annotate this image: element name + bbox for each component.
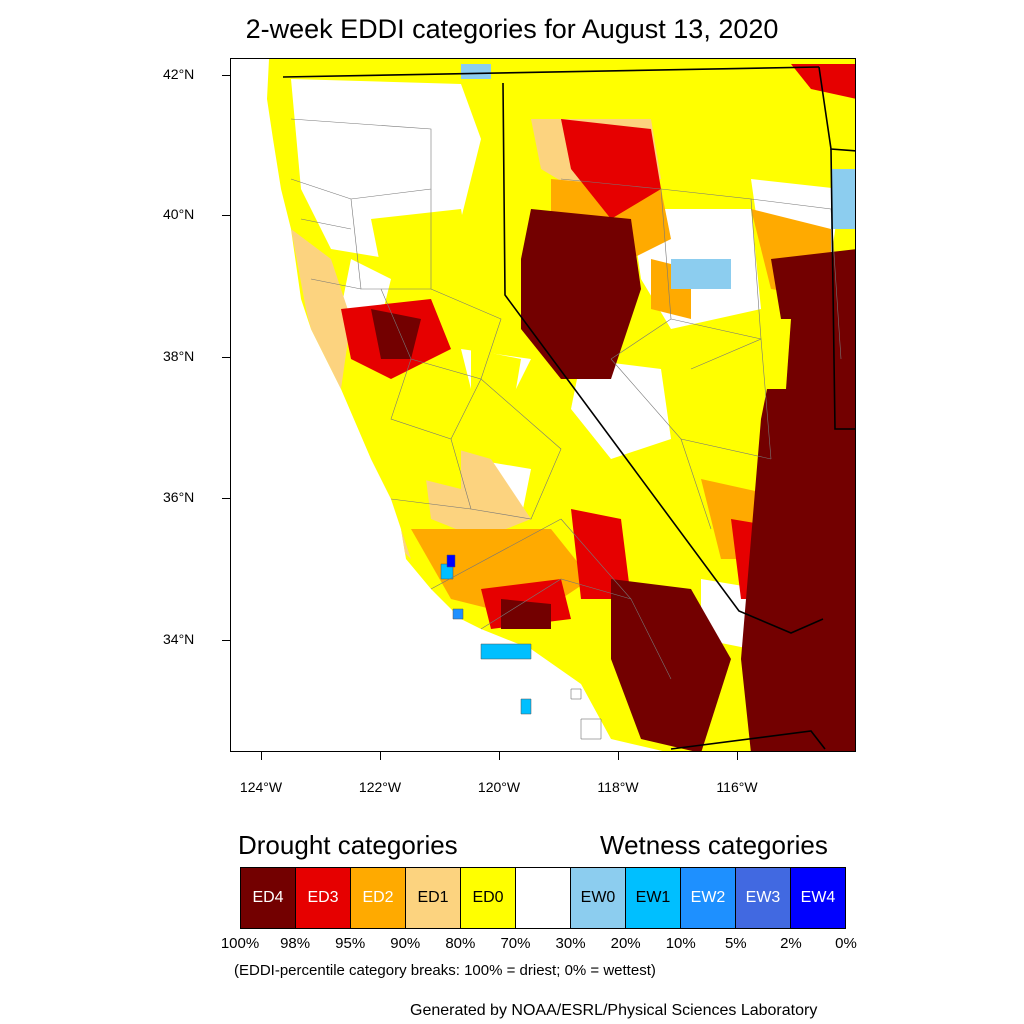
percentile-label: 2%: [780, 935, 802, 952]
island-none: [570, 688, 582, 700]
island-ew4: [446, 554, 456, 568]
region-ed4: [501, 599, 551, 629]
percentile-label: 10%: [665, 935, 696, 952]
lon-label-116: 116°W: [716, 779, 758, 795]
lon-tick: [380, 752, 381, 760]
percentile-label: 5%: [724, 935, 747, 952]
region-ew0: [671, 259, 731, 289]
percentile-label: 0%: [835, 935, 857, 952]
region-ed4: [611, 579, 731, 751]
legend-swatch-ed4: ED4: [241, 868, 296, 928]
region-ed1: [291, 229, 411, 559]
region-ed0: [471, 349, 521, 419]
percentile-label: 95%: [335, 935, 366, 952]
wetness-categories-title: Wetness categories: [600, 830, 828, 860]
legend-swatch-ew1: EW1: [626, 868, 681, 928]
island-ew1: [480, 643, 532, 660]
lon-tick: [499, 752, 500, 760]
percentile-label: 100%: [220, 935, 260, 952]
legend-swatch-ew4: EW4: [791, 868, 845, 928]
lat-tick: [222, 498, 230, 499]
credit-text: Generated by NOAA/ESRL/Physical Sciences…: [410, 1002, 818, 1019]
region-ed3: [791, 64, 855, 99]
legend-swatch-ew0: EW0: [571, 868, 626, 928]
percentile-label: 20%: [610, 935, 641, 952]
region-ed0: [751, 319, 791, 389]
region-ew0: [831, 169, 855, 229]
lat-label-42: 42°N: [163, 66, 195, 82]
region-ed4: [371, 309, 421, 359]
lon-tick: [737, 752, 738, 760]
lat-label-36: 36°N: [163, 489, 195, 505]
lat-tick: [222, 75, 230, 76]
county-lines: [290, 118, 842, 680]
legend-swatch-normal: [516, 868, 571, 928]
legend-swatch-ed1: ED1: [406, 868, 461, 928]
lon-label-122: 122°W: [358, 779, 402, 795]
lat-label-38: 38°N: [163, 348, 195, 364]
percentile-label: 98%: [280, 935, 311, 952]
lat-tick: [222, 357, 230, 358]
region-ew0: [461, 64, 491, 79]
lat-label-34: 34°N: [163, 631, 195, 647]
percentile-label: 70%: [500, 935, 531, 952]
map-panel: [230, 58, 856, 752]
legend-swatch-ew2: EW2: [681, 868, 736, 928]
lon-label-124: 124°W: [239, 779, 283, 795]
category-note: (EDDI-percentile category breaks: 100% =…: [234, 962, 656, 979]
region-ed0: [411, 439, 461, 489]
percentile-label: 80%: [445, 935, 476, 952]
lat-tick: [222, 640, 230, 641]
lon-tick: [261, 752, 262, 760]
lon-label-120: 120°W: [477, 779, 521, 795]
island-ew2: [452, 608, 464, 620]
legend-swatch-ew3: EW3: [736, 868, 791, 928]
category-fill-layer: [267, 59, 855, 751]
lon-label-118: 118°W: [597, 779, 639, 795]
island-none: [580, 718, 602, 740]
region-none: [571, 359, 671, 459]
category-legend-bar: ED4 ED3 ED2 ED1 ED0 EW0 EW1 EW2 EW3 EW4: [240, 867, 846, 929]
region-ed0: [371, 209, 471, 299]
legend-swatch-ed0: ED0: [461, 868, 516, 928]
region-ed3: [561, 119, 661, 219]
percentile-label: 30%: [555, 935, 586, 952]
legend-swatch-ed3: ED3: [296, 868, 351, 928]
island-ew1: [520, 698, 532, 715]
lat-label-40: 40°N: [163, 206, 195, 222]
islands-layer: [440, 554, 602, 740]
lat-tick: [222, 215, 230, 216]
region-ed3: [571, 509, 631, 599]
state-borders: [282, 66, 855, 750]
lon-tick: [618, 752, 619, 760]
map-title: 2-week EDDI categories for August 13, 20…: [245, 14, 779, 44]
legend-swatch-ed2: ED2: [351, 868, 406, 928]
drought-categories-title: Drought categories: [238, 830, 458, 860]
percentile-label: 90%: [390, 935, 421, 952]
region-ed4: [521, 209, 641, 379]
eddi-map: [267, 59, 855, 751]
